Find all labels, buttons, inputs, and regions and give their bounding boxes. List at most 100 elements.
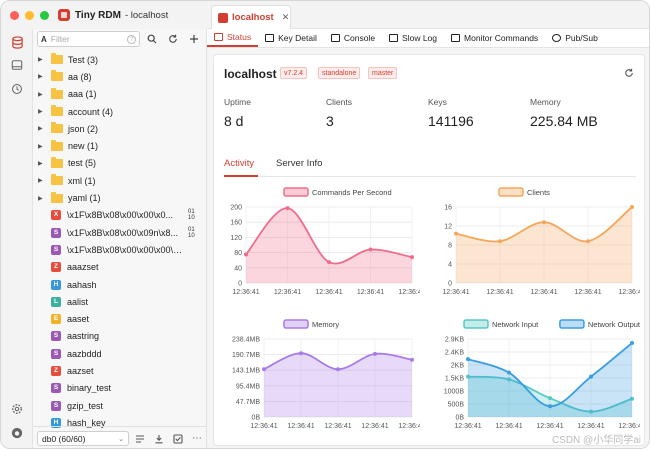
chevron-right-icon[interactable]: ▶ [38, 178, 43, 185]
tab-key-detail[interactable]: Key Detail [258, 29, 324, 47]
tree-folder[interactable]: ▶ aa (8) [33, 68, 207, 85]
tab-console-label: Console [343, 33, 376, 43]
data-point[interactable] [630, 396, 634, 401]
data-point[interactable] [262, 367, 266, 372]
tab-server-info[interactable]: Server Info [276, 158, 323, 169]
chevron-right-icon[interactable]: ▶ [38, 143, 43, 150]
tree-key[interactable]: S \x1F\x8B\x08\x00\x00\x00\x0... [33, 241, 207, 258]
tab-status[interactable]: Status [207, 29, 259, 47]
tree-folder[interactable]: ▶ aaa (1) [33, 86, 207, 103]
tree-key[interactable]: S \x1F\x8B\x08\x00\x09n\x8... 01 10 [33, 224, 207, 241]
minimize-window-button[interactable] [25, 10, 34, 20]
data-point[interactable] [368, 247, 373, 252]
reload-button[interactable] [164, 31, 182, 47]
data-point[interactable] [548, 396, 552, 401]
data-point[interactable] [466, 374, 470, 379]
data-point[interactable] [466, 357, 470, 362]
data-point[interactable] [336, 367, 340, 372]
chevron-right-icon[interactable]: ▶ [38, 109, 43, 116]
database-icon[interactable] [9, 34, 25, 50]
y-tick-label: 12 [444, 224, 452, 231]
data-point[interactable] [244, 252, 248, 257]
legend-swatch[interactable] [559, 319, 585, 329]
legend-swatch[interactable] [463, 319, 489, 329]
folder-label: aaa (1) [68, 89, 97, 100]
github-icon[interactable] [9, 425, 25, 441]
data-point[interactable] [327, 260, 331, 265]
import-button[interactable] [151, 434, 167, 444]
key-type-selector[interactable]: A [41, 34, 47, 44]
data-point[interactable] [589, 409, 593, 414]
tab-localhost[interactable]: localhost ✕ [211, 5, 291, 29]
help-icon[interactable]: ? [127, 34, 137, 44]
batch-delete-button[interactable] [132, 434, 148, 444]
download-icon [155, 434, 163, 443]
close-tab-icon[interactable]: ✕ [281, 12, 290, 22]
data-point[interactable] [498, 239, 502, 244]
chevron-right-icon[interactable]: ▶ [38, 195, 43, 202]
data-point[interactable] [630, 341, 634, 346]
data-point[interactable] [373, 351, 377, 356]
history-icon[interactable] [9, 81, 25, 97]
filter-input[interactable]: A Filter ? [37, 31, 141, 47]
settings-gear-icon[interactable] [9, 401, 25, 417]
tree-folder[interactable]: ▶ yaml (1) [33, 189, 207, 206]
chevron-right-icon[interactable]: ▶ [38, 74, 43, 81]
legend-swatch[interactable] [283, 187, 309, 197]
legend-swatch[interactable] [498, 187, 524, 197]
close-window-button[interactable] [10, 10, 19, 20]
data-point[interactable] [542, 220, 546, 225]
search-button[interactable] [143, 31, 161, 47]
tree-folder[interactable]: ▶ json (2) [33, 120, 207, 137]
active-tab-indicator [224, 175, 258, 177]
data-point[interactable] [454, 231, 458, 236]
data-point[interactable] [507, 377, 511, 382]
legend-swatch[interactable] [283, 319, 309, 329]
data-point[interactable] [410, 255, 414, 260]
refresh-status-button[interactable] [622, 66, 636, 80]
data-point[interactable] [285, 206, 290, 211]
tree-folder[interactable]: ▶ test (5) [33, 155, 207, 172]
tree-folder[interactable]: ▶ new (1) [33, 137, 207, 154]
more-button[interactable]: ⋯ [189, 433, 205, 443]
x-tick-label: 12:36:41 [530, 289, 557, 296]
tab-monitor-commands[interactable]: Monitor Commands [444, 29, 545, 47]
chevron-right-icon[interactable]: ▶ [38, 126, 43, 133]
tree-key[interactable]: X \x1F\x8B\x08\x00\x00\x0... 01 10 [33, 207, 207, 224]
tree-folder[interactable]: ▶ Test (3) [33, 51, 207, 68]
tab-activity[interactable]: Activity [224, 158, 255, 169]
data-point[interactable] [589, 374, 593, 379]
data-point[interactable] [630, 205, 634, 209]
data-point[interactable] [299, 351, 303, 356]
key-detail-icon [265, 34, 275, 42]
tree-folder[interactable]: ▶ account (4) [33, 103, 207, 120]
tab-slow-log[interactable]: Slow Log [382, 29, 444, 47]
tab-console[interactable]: Console [324, 29, 382, 47]
check-mode-button[interactable] [170, 433, 186, 444]
chevron-right-icon[interactable]: ▶ [38, 57, 43, 64]
data-point[interactable] [548, 404, 552, 409]
server-icon[interactable] [9, 57, 25, 73]
tree-folder[interactable]: ▶ xml (1) [33, 172, 207, 189]
add-key-button[interactable] [185, 31, 203, 47]
data-point[interactable] [410, 357, 414, 362]
data-point[interactable] [507, 370, 511, 375]
database-select[interactable]: db0 (60/60) ⌄ [37, 431, 129, 446]
maximize-window-button[interactable] [40, 10, 49, 20]
chevron-right-icon[interactable]: ▶ [38, 91, 43, 98]
y-tick-label: 238.4MB [232, 337, 260, 344]
chevron-right-icon[interactable]: ▶ [38, 160, 43, 167]
data-point[interactable] [586, 239, 590, 244]
tab-pubsub[interactable]: Pub/Sub [545, 29, 605, 47]
